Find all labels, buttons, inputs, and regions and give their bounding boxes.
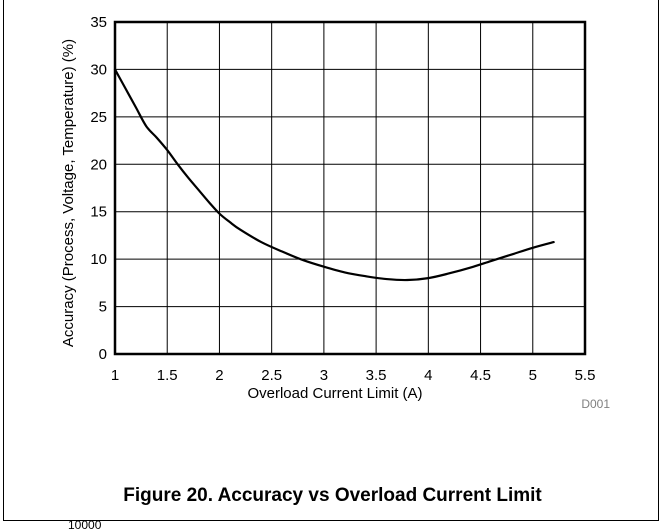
x-tick-label: 5 bbox=[529, 367, 537, 384]
x-tick-label: 1 bbox=[111, 367, 119, 384]
x-tick-label: 3 bbox=[320, 367, 328, 384]
figure-caption: Figure 20. Accuracy vs Overload Current … bbox=[123, 485, 542, 506]
x-axis-ticks: 1 1.5 2 2.5 3 3.5 4 4.5 5 5.5 bbox=[111, 367, 596, 384]
y-tick-label: 0 bbox=[99, 346, 107, 363]
y-axis-label: Accuracy (Process, Voltage, Temperature)… bbox=[60, 39, 77, 347]
y-tick-label: 35 bbox=[90, 14, 107, 31]
x-axis-label: Overload Current Limit (A) bbox=[247, 385, 422, 402]
x-tick-label: 5.5 bbox=[575, 367, 596, 384]
page-text-fragment: 10000 bbox=[68, 518, 102, 532]
plot-border bbox=[113, 20, 587, 356]
y-tick-label: 5 bbox=[99, 299, 107, 316]
series-line-accuracy bbox=[113, 68, 555, 282]
x-tick-label: 1.5 bbox=[157, 367, 178, 384]
x-tick-label: 2.5 bbox=[261, 367, 282, 384]
x-tick-label: 4 bbox=[424, 367, 432, 384]
grid bbox=[114, 21, 586, 355]
y-tick-label: 15 bbox=[90, 204, 107, 221]
x-tick-label: 4.5 bbox=[470, 367, 491, 384]
x-tick-label: 3.5 bbox=[366, 367, 387, 384]
figure-code: D001 bbox=[581, 397, 610, 411]
y-tick-label: 20 bbox=[90, 156, 107, 173]
figure-frame bbox=[3, 0, 659, 521]
y-tick-label: 30 bbox=[90, 61, 107, 78]
y-tick-label: 25 bbox=[90, 109, 107, 126]
y-axis-ticks: 0 5 10 15 20 25 30 35 bbox=[90, 14, 107, 363]
x-tick-label: 2 bbox=[215, 367, 223, 384]
y-tick-label: 10 bbox=[90, 251, 107, 268]
